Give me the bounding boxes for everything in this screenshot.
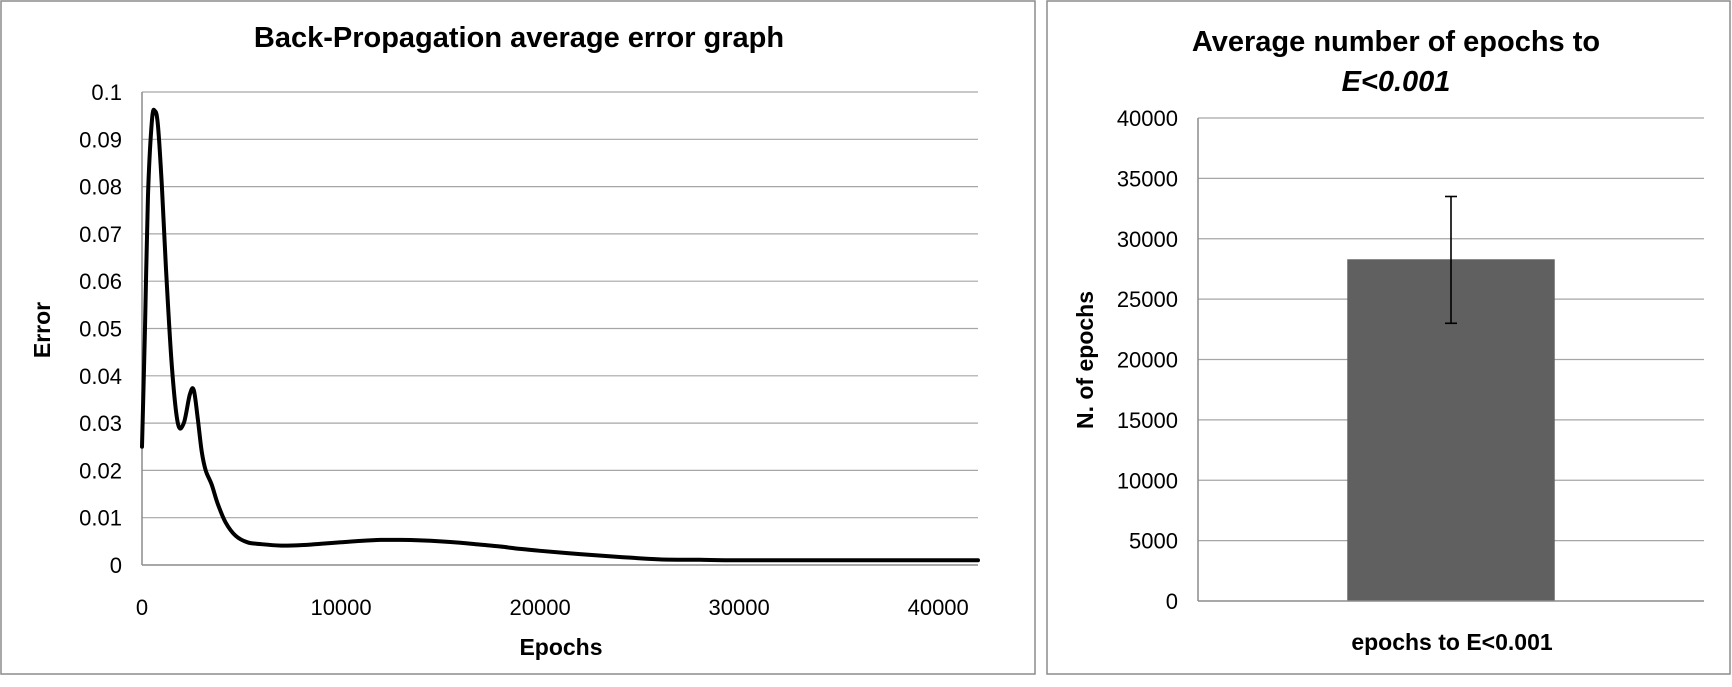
line-chart-x-tick-label: 10000: [310, 595, 371, 620]
bar-chart-y-tick-label: 35000: [1117, 166, 1178, 191]
line-chart-grid: [142, 91, 978, 519]
bar-chart-category-label: epochs to E<0.001: [1351, 629, 1553, 655]
error-series-line: [140, 107, 980, 563]
bar-chart-y-tick-label: 20000: [1117, 348, 1178, 373]
bar-chart-y-tick-label: 30000: [1117, 227, 1178, 252]
line-chart-panel: Back-Propagation average error graph 0 0.…: [0, 0, 1036, 675]
line-chart-y-ticks: 0 0.01 0.02 0.03 0.04 0.05 0.06 0.07 0.08 0.09 0.1: [79, 80, 122, 578]
line-chart-x-tick-label: 20000: [510, 595, 571, 620]
line-chart-title: Back-Propagation average error graph: [254, 22, 784, 54]
bar-chart-panel: Average number of epochs to E<0.001 0 500…: [1046, 0, 1731, 675]
line-chart-y-tick-label: 0.09: [79, 127, 122, 152]
line-chart-y-label: Error: [29, 302, 55, 358]
line-chart-x-label: Epochs: [519, 634, 602, 660]
line-chart-x-tick-label: 40000: [908, 595, 969, 620]
line-chart-x-tick-label: 30000: [709, 595, 770, 620]
bar-chart-y-tick-label: 25000: [1117, 287, 1178, 312]
line-chart-x-ticks: 0 10000 20000 30000 40000: [136, 595, 969, 620]
bar-chart-y-tick-label: 0: [1166, 589, 1178, 614]
line-chart-frame: [0, 0, 1036, 675]
bar-chart-y-tick-label: 5000: [1129, 529, 1178, 554]
bar-chart-y-label: N. of epochs: [1072, 291, 1098, 429]
bar-error-bar: [1445, 195, 1457, 325]
line-chart-y-tick-label: 0.03: [79, 411, 122, 436]
bar-chart-y-tick-label: 40000: [1117, 106, 1178, 131]
line-chart-y-tick-label: 0.05: [79, 317, 122, 342]
bar-chart-y-tick-label: 10000: [1117, 468, 1178, 493]
bar-chart-y-ticks: 0 5000 10000 15000 20000 25000 30000 35000 40000: [1117, 106, 1178, 614]
line-chart-y-tick-label: 0.01: [79, 506, 122, 531]
line-chart-y-tick-label: 0: [110, 553, 122, 578]
line-chart-y-tick-label: 0.1: [91, 80, 122, 105]
line-chart-x-tick-label: 0: [136, 595, 148, 620]
bar-chart-title-line2: E<0.001: [1342, 66, 1451, 98]
bar-chart-title-line1: Average number of epochs to: [1192, 26, 1600, 58]
line-chart-y-tick-label: 0.06: [79, 269, 122, 294]
line-chart-y-tick-label: 0.07: [79, 222, 122, 247]
bar-chart-y-tick-label: 15000: [1117, 408, 1178, 433]
line-chart-y-tick-label: 0.04: [79, 364, 122, 389]
line-chart-y-tick-label: 0.08: [79, 175, 122, 200]
line-chart-y-tick-label: 0.02: [79, 458, 122, 483]
